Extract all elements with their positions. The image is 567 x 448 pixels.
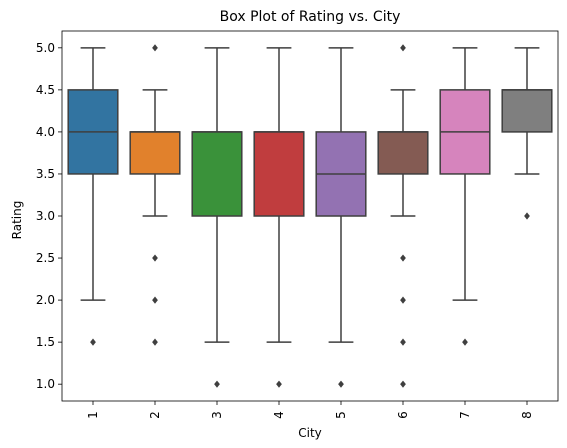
box-city-3: [191, 47, 243, 388]
x-tick-label: 7: [458, 411, 472, 419]
x-axis: 1 2 3 4 5 6 7 8: [86, 401, 534, 419]
outlier-point: [400, 338, 406, 346]
x-tick-label: 1: [86, 411, 100, 419]
box-city-2: [129, 44, 181, 346]
box-iqr: [253, 131, 305, 217]
outlier-point: [400, 380, 406, 388]
outlier-point: [152, 338, 158, 346]
plot-frame: [61, 30, 559, 402]
box-iqr: [501, 89, 553, 133]
y-tick-label: 1.0: [36, 377, 55, 391]
box-iqr: [377, 131, 429, 175]
x-axis-title: City: [298, 426, 322, 440]
x-tick-label: 5: [334, 411, 348, 419]
y-tick-label: 3.0: [36, 209, 55, 223]
y-axis: 1.0 1.5 2.0 2.5 3.0 3.5 4.0 4.5 5.0: [36, 41, 62, 391]
x-tick-label: 2: [148, 411, 162, 419]
y-tick-label: 4.0: [36, 125, 55, 139]
y-tick-label: 2.5: [36, 251, 55, 265]
x-tick-label: 3: [210, 411, 224, 419]
box-city-7: [439, 47, 491, 346]
outlier-point: [462, 338, 468, 346]
box-city-4: [253, 47, 305, 388]
outlier-point: [214, 380, 220, 388]
y-tick-label: 3.5: [36, 167, 55, 181]
outlier-point: [152, 296, 158, 304]
plot-area: [67, 44, 553, 388]
outlier-point: [400, 254, 406, 262]
y-tick-label: 2.0: [36, 293, 55, 307]
y-tick-label: 5.0: [36, 41, 55, 55]
outlier-point: [90, 338, 96, 346]
box-city-6: [377, 44, 429, 388]
box-city-8: [501, 47, 553, 220]
outlier-point: [338, 380, 344, 388]
outlier-point: [152, 44, 158, 52]
y-tick-label: 1.5: [36, 335, 55, 349]
outlier-point: [524, 212, 530, 220]
box-city-1: [67, 47, 119, 346]
box-city-5: [315, 47, 367, 388]
y-tick-label: 4.5: [36, 83, 55, 97]
chart-title: Box Plot of Rating vs. City: [220, 9, 401, 25]
y-axis-title: Rating: [10, 201, 24, 240]
outlier-point: [400, 44, 406, 52]
box-iqr: [129, 131, 181, 175]
outlier-point: [276, 380, 282, 388]
box-iqr: [191, 131, 243, 217]
x-tick-label: 8: [520, 411, 534, 419]
x-tick-label: 6: [396, 411, 410, 419]
x-tick-label: 4: [272, 411, 286, 419]
outlier-point: [152, 254, 158, 262]
outlier-point: [400, 296, 406, 304]
